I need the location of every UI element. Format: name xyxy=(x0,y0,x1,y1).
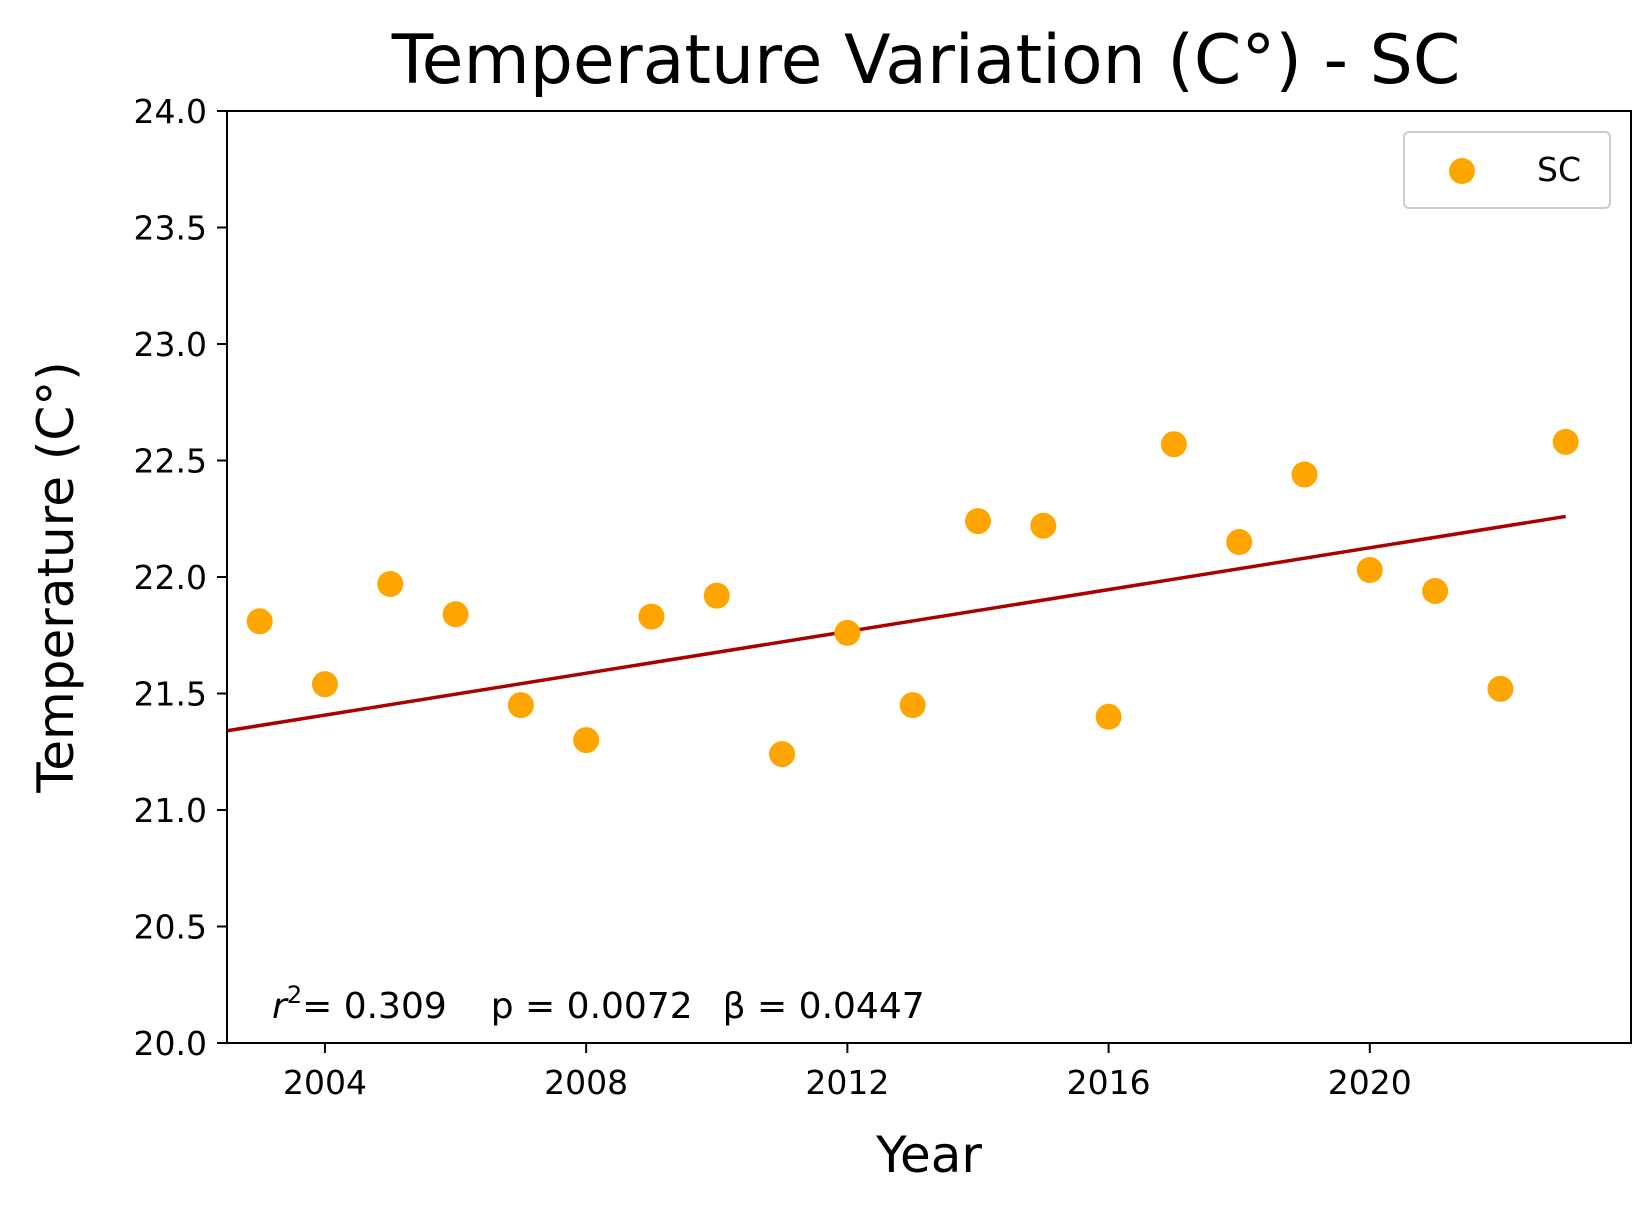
data-point-2006 xyxy=(442,601,469,628)
r-squared-value: = 0.309 xyxy=(302,986,447,1027)
r-squared-exponent: 2 xyxy=(287,981,302,1009)
data-point-2013 xyxy=(899,692,926,719)
beta-value: β = 0.0447 xyxy=(723,986,925,1027)
y-tick-label: 21.5 xyxy=(134,675,207,714)
x-axis-title: Year xyxy=(875,1126,982,1184)
data-point-2015 xyxy=(1030,512,1057,539)
x-tick-label: 2020 xyxy=(1328,1063,1412,1102)
legend-label-sc: SC xyxy=(1537,150,1581,189)
regression-stats: r2= 0.309 p = 0.0072 β = 0.0447 xyxy=(272,981,925,1027)
x-axis: 2004 2008 2012 2016 2020 xyxy=(283,1043,1412,1102)
legend: SC xyxy=(1403,131,1611,209)
chart-title: Temperature Variation (C°) - SC xyxy=(391,21,1461,100)
legend-box xyxy=(1403,131,1611,209)
data-point-2012 xyxy=(834,619,861,646)
data-point-2018 xyxy=(1226,529,1253,556)
data-point-2007 xyxy=(507,692,534,719)
y-tick-label: 22.5 xyxy=(134,442,207,481)
data-point-2019 xyxy=(1291,461,1318,488)
legend-marker-sc xyxy=(1449,158,1475,184)
x-tick-label: 2016 xyxy=(1067,1063,1151,1102)
data-point-2003 xyxy=(246,608,273,635)
p-value: p = 0.0072 xyxy=(491,986,693,1027)
trend-line xyxy=(226,514,1566,733)
y-tick-label: 23.5 xyxy=(134,209,207,248)
data-point-2022 xyxy=(1487,675,1514,702)
data-point-2014 xyxy=(964,508,991,535)
y-tick-label: 22.0 xyxy=(134,558,207,597)
y-tick-label: 20.0 xyxy=(134,1024,207,1063)
data-point-2017 xyxy=(1160,431,1187,458)
data-point-2023 xyxy=(1552,428,1579,455)
r-squared-symbol: r xyxy=(272,986,289,1027)
data-point-2005 xyxy=(377,570,404,597)
y-axis-title: Temperature (C°) xyxy=(27,361,85,794)
data-point-2016 xyxy=(1095,703,1122,730)
x-tick-label: 2008 xyxy=(544,1063,628,1102)
data-point-2004 xyxy=(311,671,338,698)
y-tick-label: 20.5 xyxy=(134,908,207,947)
data-point-2009 xyxy=(638,603,665,630)
data-point-2021 xyxy=(1422,577,1449,604)
plot-frame xyxy=(226,110,1632,1044)
y-tick-label: 21.0 xyxy=(134,791,207,830)
y-tick-label: 24.0 xyxy=(134,92,207,131)
x-tick-label: 2004 xyxy=(283,1063,367,1102)
data-point-2020 xyxy=(1356,557,1383,584)
data-point-2011 xyxy=(769,741,796,768)
y-tick-label: 23.0 xyxy=(134,325,207,364)
y-axis: 20.0 20.5 21.0 21.5 22.0 22.5 23.0 23.5 24.0 xyxy=(134,92,227,1063)
plot-area xyxy=(226,428,1579,768)
x-tick-label: 2012 xyxy=(805,1063,889,1102)
data-point-2010 xyxy=(703,582,730,609)
data-point-2008 xyxy=(573,727,600,754)
